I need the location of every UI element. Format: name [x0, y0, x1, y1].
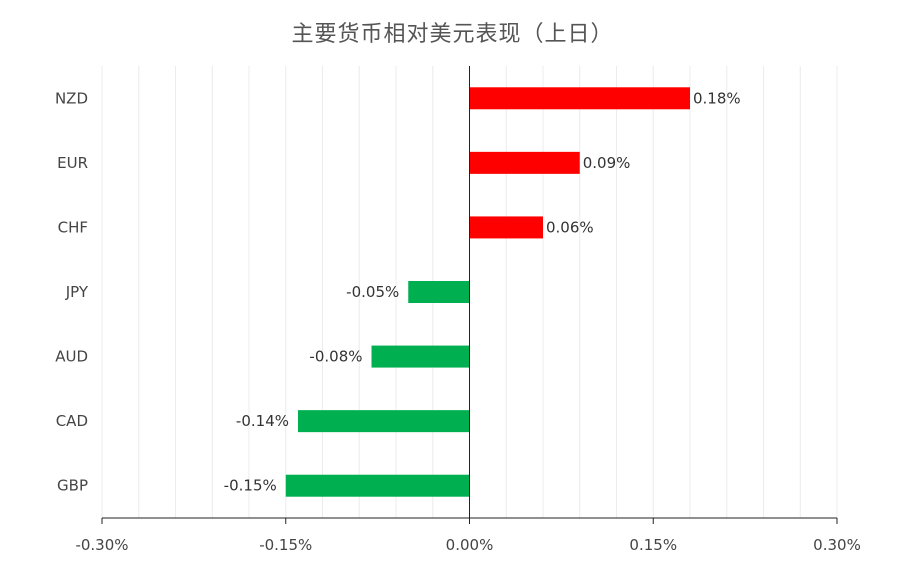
- data-label: -0.14%: [236, 412, 289, 430]
- x-tick-label: 0.00%: [446, 536, 494, 554]
- bar-cad: [298, 410, 470, 433]
- x-tick-label: -0.15%: [259, 536, 312, 554]
- category-label: NZD: [55, 89, 88, 107]
- bar-chf: [469, 216, 543, 239]
- category-label: CHF: [58, 218, 88, 236]
- bar-gbp: [285, 474, 470, 497]
- x-tick-label: 0.30%: [813, 536, 861, 554]
- data-label: -0.08%: [309, 348, 362, 366]
- data-label: -0.05%: [346, 283, 399, 301]
- axes: [101, 66, 838, 524]
- bar-aud: [371, 345, 470, 368]
- x-tick-label: 0.15%: [629, 536, 677, 554]
- x-tick-label: -0.30%: [75, 536, 128, 554]
- category-label: AUD: [55, 348, 88, 366]
- bars: [285, 87, 690, 497]
- data-label: 0.18%: [693, 89, 741, 107]
- data-label: -0.15%: [224, 477, 277, 495]
- chart-title: 主要货币相对美元表现（上日）: [291, 22, 614, 47]
- data-label: 0.09%: [583, 154, 631, 172]
- bar-nzd: [469, 87, 690, 110]
- category-label: EUR: [57, 154, 88, 172]
- bar-eur: [469, 151, 580, 174]
- category-label: CAD: [56, 412, 88, 430]
- data-label: 0.06%: [546, 218, 594, 236]
- bar-jpy: [408, 281, 470, 303]
- labels: NZD 0.18% EUR 0.09% CHF 0.06% JPY -0.05% AUD -0.0…: [55, 89, 861, 554]
- category-label: JPY: [65, 283, 89, 301]
- category-label: GBP: [57, 477, 88, 495]
